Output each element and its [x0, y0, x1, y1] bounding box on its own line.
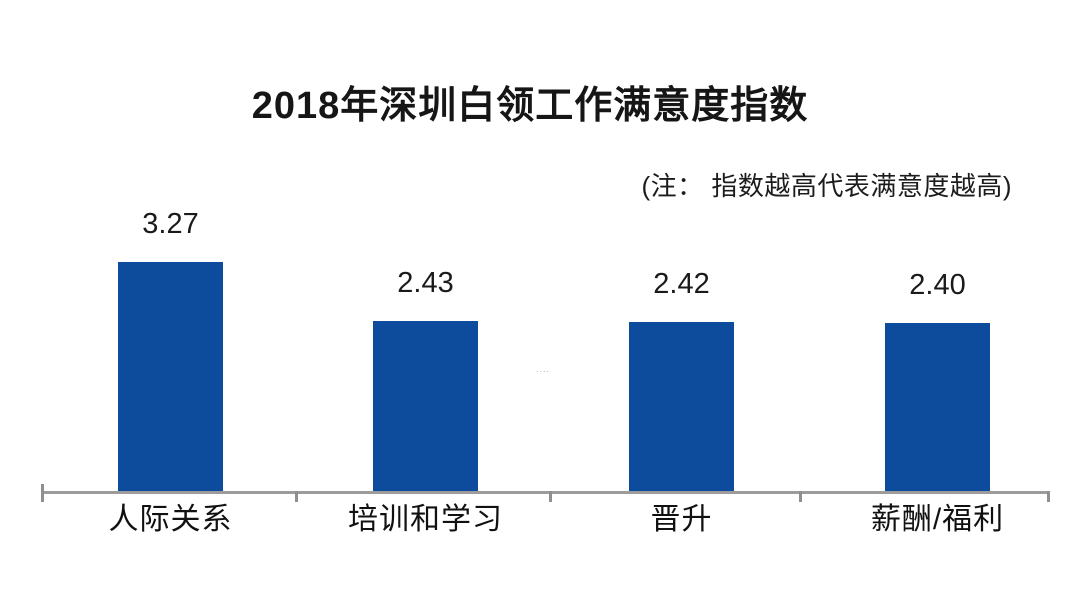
bar-value-label: 2.43 [397, 267, 454, 299]
category-label: 人际关系 [108, 503, 233, 536]
x-axis-line [42, 491, 1048, 494]
bar [118, 262, 223, 492]
x-axis-tick [295, 491, 298, 502]
watermark-artifact: .... [536, 364, 551, 374]
x-axis-tick [799, 491, 802, 502]
chart-note: (注： 指数越高代表满意度越高) [641, 171, 1012, 201]
x-axis-tick [1047, 491, 1050, 502]
bar [629, 322, 734, 492]
category-label: 培训和学习 [348, 503, 503, 536]
bar-value-label: 2.42 [653, 268, 710, 300]
category-label: 晋升 [650, 503, 713, 536]
bar [885, 323, 990, 492]
bar [373, 321, 478, 492]
bar-value-label: 3.27 [142, 208, 199, 240]
x-axis-tick [549, 491, 552, 502]
bar-value-label: 2.40 [909, 269, 966, 301]
category-label: 薪酬/福利 [870, 503, 1005, 536]
x-axis-tick [41, 484, 44, 502]
chart-title: 2018年深圳白领工作满意度指数 [251, 85, 809, 127]
